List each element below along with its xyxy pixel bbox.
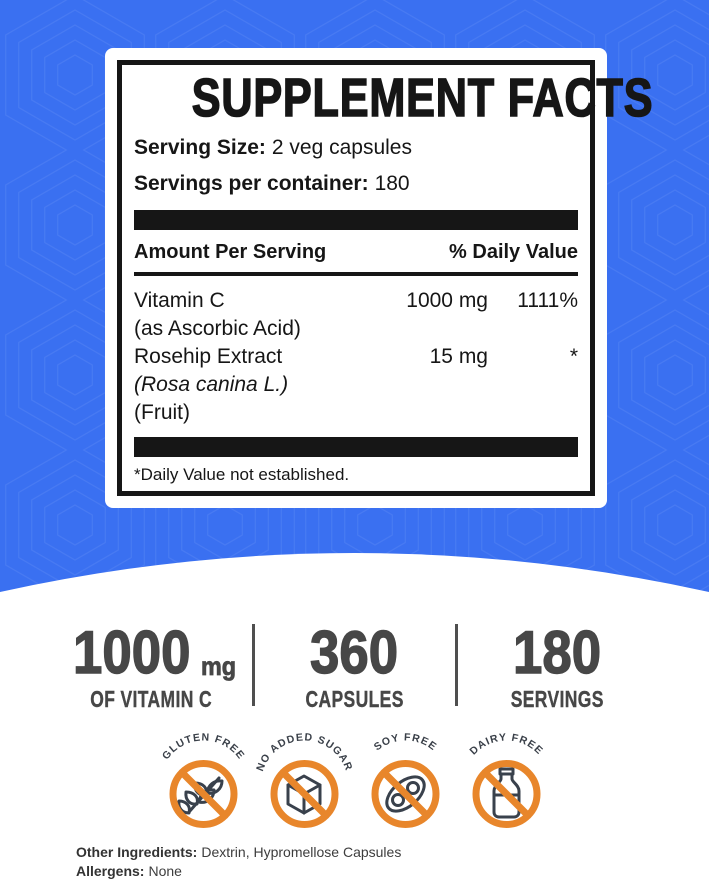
curve-divider — [0, 553, 709, 610]
servings-per-container-row: Servings per container: 180 — [134, 171, 578, 197]
badge-label: SOY FREE — [371, 731, 437, 753]
stat-divider — [251, 624, 255, 706]
stat-label: SERVINGS — [510, 686, 605, 712]
facts-title: SUPPLEMENT FACTS — [191, 68, 654, 128]
stat-divider — [454, 624, 458, 706]
nutrient-name: Rosehip Extract — [134, 345, 283, 368]
nutrient-row-rosehip: Rosehip Extract 15 mg * — [134, 343, 578, 371]
nutrient-subline-latin: (Rosa canina L.) — [134, 373, 289, 396]
stat-value: 1000 — [72, 619, 191, 686]
amount-per-serving-header: Amount Per Serving — [134, 241, 327, 263]
prohibition-circle-icon — [371, 760, 439, 828]
prohibition-circle-icon — [169, 760, 237, 828]
nutrient-name: Vitamin C — [134, 289, 225, 312]
svg-text:GLUTEN FREE: GLUTEN FREE — [159, 731, 246, 762]
serving-size-value: 2 veg capsules — [271, 136, 412, 159]
serving-size-row: Serving Size: 2 veg capsules — [134, 135, 578, 161]
badge-dairy-free: DAIRY FREE — [467, 731, 545, 828]
daily-value-header: % Daily Value — [449, 241, 578, 263]
prohibition-circle-icon — [472, 760, 540, 828]
svg-text:DAIRY FREE: DAIRY FREE — [467, 731, 545, 757]
column-header-row: Amount Per Serving % Daily Value — [134, 240, 578, 276]
nutrient-row-vitamin-c: Vitamin C 1000 mg 1111% — [134, 287, 578, 315]
nutrient-daily-value: 1111% — [517, 289, 578, 312]
stat-servings-count: 180 SERVINGS — [458, 620, 658, 712]
badge-label: GLUTEN FREE — [159, 731, 245, 762]
facts-border-box: SUPPLEMENT FACTS Serving Size: 2 veg caps… — [117, 60, 654, 496]
servings-value: 180 — [374, 172, 410, 195]
blue-hero-section: SUPPLEMENT FACTS Serving Size: 2 veg caps… — [0, 0, 709, 610]
prohibition-circle-icon — [270, 760, 338, 828]
badge-soy-free: SOY FREE — [371, 731, 439, 828]
nutrient-amount: 1000 mg — [406, 289, 488, 312]
allergens-value: None — [148, 863, 182, 879]
stat-value: 180 — [513, 619, 602, 686]
stat-unit: mg — [201, 651, 237, 681]
separator-bar-top — [134, 210, 578, 230]
badge-no-added-sugar: NO ADDED SUGAR — [254, 731, 353, 828]
serving-size-label: Serving Size: — [134, 136, 266, 159]
separator-bar-bottom — [134, 437, 578, 457]
svg-text:SOY FREE: SOY FREE — [371, 731, 438, 753]
allergens-line: Allergens: None — [76, 862, 709, 881]
badge-gluten-free: GLUTEN FREE — [159, 731, 246, 828]
stat-capsule-count: 360 CAPSULES — [255, 620, 455, 712]
badge-label: DAIRY FREE — [467, 731, 544, 757]
nutrient-amount: 15 mg — [429, 345, 488, 368]
allergens-label: Allergens: — [76, 863, 145, 879]
supplement-facts-panel: SUPPLEMENT FACTS Serving Size: 2 veg caps… — [105, 48, 654, 508]
stat-label: CAPSULES — [305, 686, 404, 712]
nutrient-subline: (Fruit) — [134, 401, 190, 424]
nutrient-daily-value: * — [569, 345, 578, 368]
other-ingredients-line: Other Ingredients: Dextrin, Hypromellose … — [76, 843, 709, 862]
servings-label: Servings per container: — [134, 172, 369, 195]
stats-row: 1000 mg OF VITAMIN C 360 CAPSULES 180 SER… — [0, 610, 709, 712]
nutrient-subline: (as Ascorbic Acid) — [134, 317, 301, 340]
stat-value: 360 — [310, 619, 399, 686]
stat-label: OF VITAMIN C — [90, 686, 213, 712]
other-ingredients-label: Other Ingredients: — [76, 844, 198, 860]
free-from-badges-row: GLUTEN FREE NO ADDED SUGAR — [0, 728, 709, 834]
stat-vitamin-c-dose: 1000 mg OF VITAMIN C — [52, 620, 252, 712]
footer-ingredients: Other Ingredients: Dextrin, Hypromellose … — [0, 843, 709, 881]
footnote: *Daily Value not established. — [134, 465, 350, 484]
other-ingredients-value: Dextrin, Hypromellose Capsules — [201, 844, 402, 860]
